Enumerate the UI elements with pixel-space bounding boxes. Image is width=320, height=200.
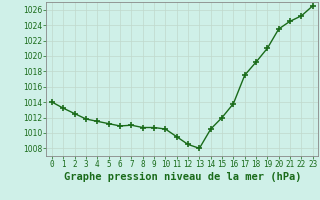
- X-axis label: Graphe pression niveau de la mer (hPa): Graphe pression niveau de la mer (hPa): [64, 172, 301, 182]
